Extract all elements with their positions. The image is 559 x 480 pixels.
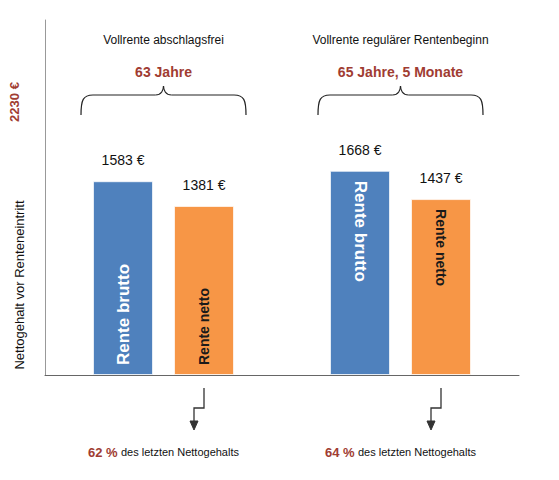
svg-text:des letzten Nettogehalts: des letzten Nettogehalts: [121, 446, 240, 458]
svg-text:Nettogehalt vor Renteneintritt: Nettogehalt vor Renteneintritt: [12, 200, 27, 369]
svg-text:1583 €: 1583 €: [102, 152, 145, 168]
svg-text:65 Jahre, 5 Monate: 65 Jahre, 5 Monate: [338, 64, 463, 80]
svg-text:64 %: 64 %: [325, 445, 355, 460]
svg-text:62 %: 62 %: [88, 445, 118, 460]
svg-text:Vollrente regulärer Rentenbegi: Vollrente regulärer Rentenbeginn: [312, 33, 488, 47]
svg-text:1668 €: 1668 €: [339, 142, 382, 158]
svg-text:Rente brutto: Rente brutto: [114, 264, 133, 365]
svg-text:2230 €: 2230 €: [7, 82, 22, 122]
svg-text:Vollrente abschlagsfrei: Vollrente abschlagsfrei: [103, 33, 224, 47]
svg-text:Rente brutto: Rente brutto: [351, 181, 370, 282]
svg-text:63 Jahre: 63 Jahre: [135, 64, 192, 80]
svg-text:des letzten Nettogehalts: des letzten Nettogehalts: [358, 446, 477, 458]
svg-text:Rente netto: Rente netto: [196, 288, 212, 365]
svg-text:1437 €: 1437 €: [420, 170, 463, 186]
svg-text:Rente netto: Rente netto: [433, 209, 449, 286]
svg-text:1381 €: 1381 €: [183, 177, 226, 193]
